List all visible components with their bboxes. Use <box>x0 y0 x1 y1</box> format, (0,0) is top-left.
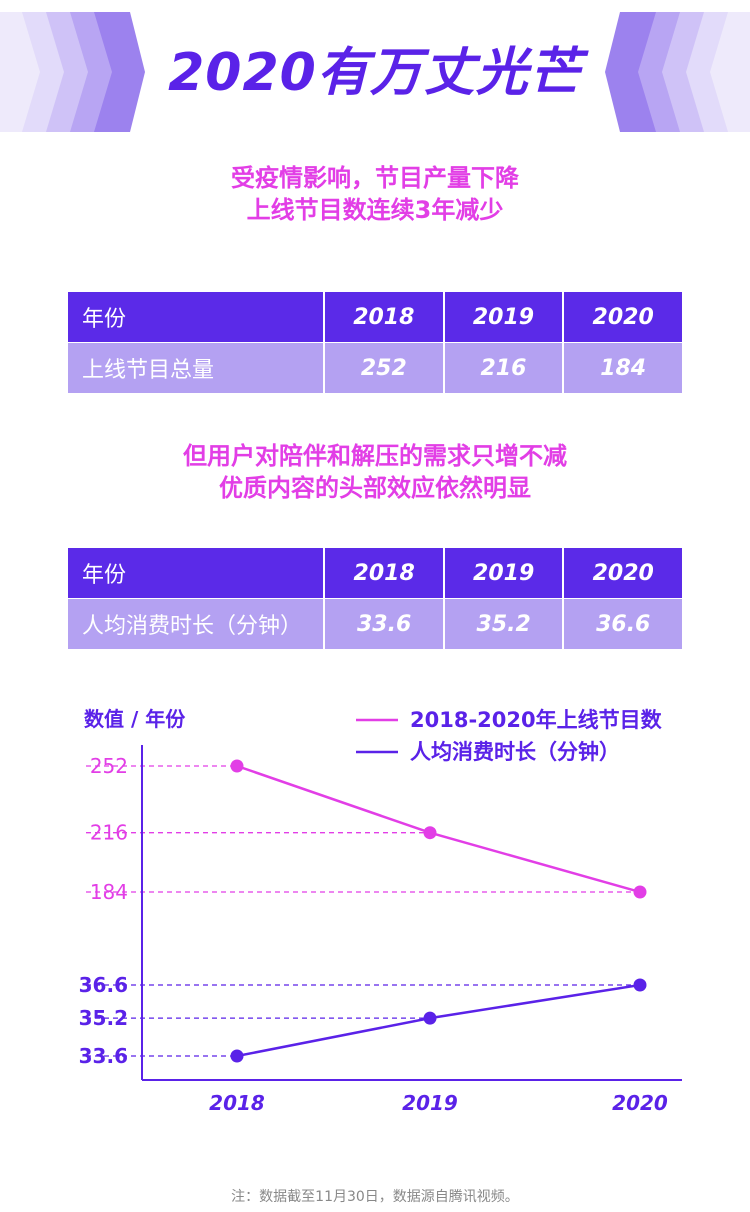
header-label-cell: 年份 <box>68 548 326 599</box>
table-row: 人均消费时长（分钟） 33.6 35.2 36.6 <box>68 598 682 650</box>
year-cell: 2020 <box>563 548 682 599</box>
table-header-row: 年份 2018 2019 2020 <box>68 548 682 599</box>
y-tick-label: 252 <box>90 754 128 778</box>
y-tick-label: 33.6 <box>79 1044 128 1068</box>
data-point <box>423 1011 437 1025</box>
section2-subtitle-line1: 但用户对陪伴和解压的需求只增不减 <box>183 442 567 470</box>
table-row: 上线节目总量 252 216 184 <box>68 342 682 394</box>
value-cell: 33.6 <box>324 598 445 650</box>
table-header-row: 年份 2018 2019 2020 <box>68 292 682 343</box>
legend-label: 人均消费时长（分钟） <box>410 740 620 764</box>
y-tick-label: 35.2 <box>79 1006 128 1030</box>
data-point <box>423 826 437 840</box>
year-cell: 2018 <box>323 292 445 343</box>
left-chevron-decoration <box>0 12 145 132</box>
value-cell: 216 <box>443 342 565 394</box>
year-cell: 2020 <box>563 292 682 343</box>
section1-subtitle-line1: 受疫情影响，节目产量下降 <box>231 164 519 192</box>
data-point <box>633 978 647 992</box>
consumption-time-table: 年份 2018 2019 2020 人均消费时长（分钟） 33.6 35.2 3… <box>68 548 682 650</box>
x-tick-label: 2020 <box>612 1091 668 1115</box>
program-count-table: 年份 2018 2019 2020 上线节目总量 252 216 184 <box>68 292 682 394</box>
row-label-cell: 上线节目总量 <box>68 342 325 394</box>
value-cell: 252 <box>323 342 445 394</box>
series-line <box>236 764 641 894</box>
y-tick-label: 36.6 <box>79 973 128 997</box>
value-cell: 35.2 <box>443 598 565 650</box>
data-point <box>230 759 244 773</box>
row-label-cell: 人均消费时长（分钟） <box>68 598 326 650</box>
y-tick-label: 184 <box>90 880 128 904</box>
legend-label: 2018-2020年上线节目数 <box>410 708 663 732</box>
source-note: 注：数据截至11月30日，数据源自腾讯视频。 <box>231 1189 519 1205</box>
value-cell: 184 <box>563 342 682 394</box>
header-label-cell: 年份 <box>68 292 325 343</box>
x-tick-label: 2018 <box>209 1091 265 1115</box>
section1-subtitle: 受疫情影响，节目产量下降 上线节目数连续3年减少 <box>0 162 750 226</box>
page-title: 2020有万丈光芒 <box>168 43 582 103</box>
guide-lines <box>86 765 640 1057</box>
data-point <box>633 885 647 899</box>
y-axis-label: 数值 / 年份 <box>84 707 186 731</box>
x-tick-label: 2019 <box>402 1091 458 1115</box>
year-cell: 2019 <box>443 548 565 599</box>
tick-labels: 2018 2019 2020 252 216 184 33.6 35.2 36.6 <box>79 754 668 1115</box>
year-cell: 2019 <box>443 292 565 343</box>
section1-subtitle-line2: 上线节目数连续3年减少 <box>246 196 504 224</box>
year-cell: 2018 <box>324 548 445 599</box>
section2-subtitle: 但用户对陪伴和解压的需求只增不减 优质内容的头部效应依然明显 <box>0 440 750 504</box>
series-line <box>236 983 641 1058</box>
chart-axes <box>141 745 682 1081</box>
right-chevron-decoration <box>605 12 750 132</box>
section2-subtitle-line2: 优质内容的头部效应依然明显 <box>219 474 531 502</box>
value-cell: 36.6 <box>563 598 682 650</box>
series-layer <box>230 759 647 1063</box>
y-tick-label: 216 <box>90 821 128 845</box>
data-point <box>230 1049 244 1063</box>
